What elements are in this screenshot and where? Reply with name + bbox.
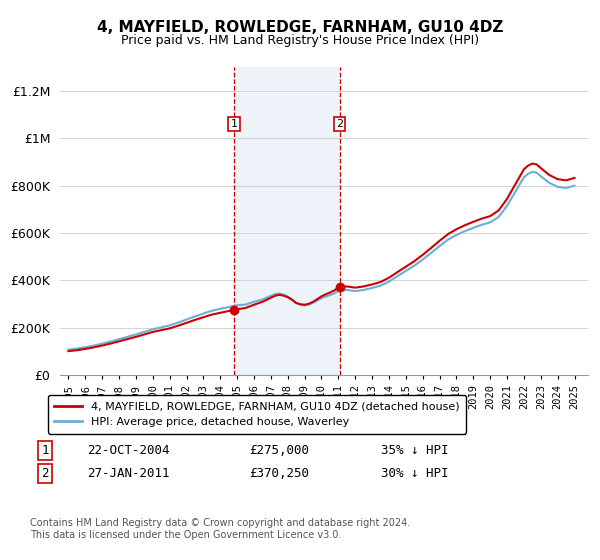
Legend: 4, MAYFIELD, ROWLEDGE, FARNHAM, GU10 4DZ (detached house), HPI: Average price, d: 4, MAYFIELD, ROWLEDGE, FARNHAM, GU10 4DZ…: [47, 395, 466, 433]
Text: 1: 1: [41, 444, 49, 458]
Text: Contains HM Land Registry data © Crown copyright and database right 2024.
This d: Contains HM Land Registry data © Crown c…: [30, 518, 410, 540]
Text: £370,250: £370,250: [249, 466, 309, 480]
Text: 35% ↓ HPI: 35% ↓ HPI: [381, 444, 449, 458]
Text: Price paid vs. HM Land Registry's House Price Index (HPI): Price paid vs. HM Land Registry's House …: [121, 34, 479, 46]
Text: 2: 2: [336, 119, 343, 129]
Text: 2: 2: [41, 466, 49, 480]
Text: 4, MAYFIELD, ROWLEDGE, FARNHAM, GU10 4DZ: 4, MAYFIELD, ROWLEDGE, FARNHAM, GU10 4DZ: [97, 20, 503, 35]
Text: 27-JAN-2011: 27-JAN-2011: [87, 466, 170, 480]
Text: 1: 1: [230, 119, 238, 129]
Text: 22-OCT-2004: 22-OCT-2004: [87, 444, 170, 458]
Bar: [234, 67, 340, 375]
Text: £275,000: £275,000: [249, 444, 309, 458]
Text: 30% ↓ HPI: 30% ↓ HPI: [381, 466, 449, 480]
